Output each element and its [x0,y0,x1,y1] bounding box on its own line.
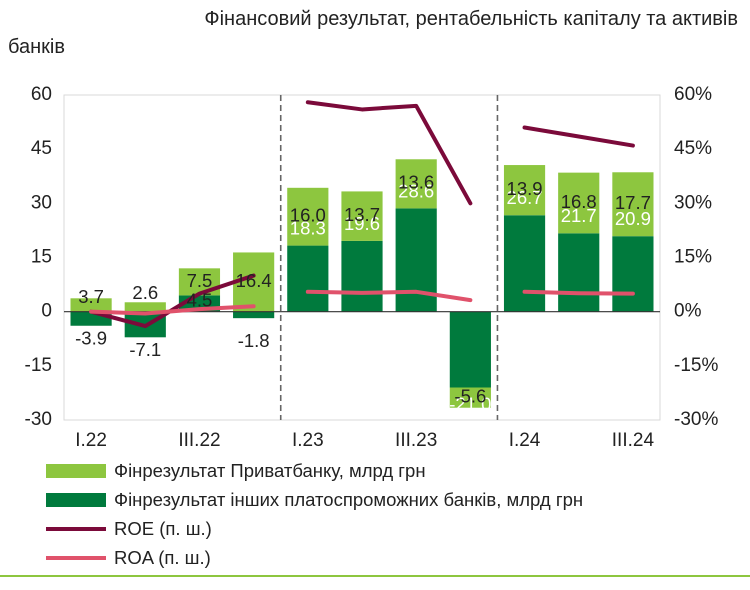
data-label-other: 4.5 [187,289,213,310]
data-label-other: 28.6 [398,180,434,201]
bar-privatbank [395,159,437,209]
data-label-privatbank: 7.5 [187,270,213,291]
legend-item: ROE (п. ш.) [46,514,736,543]
data-label-privatbank: 16.0 [290,205,326,226]
data-label-other: 20.9 [615,208,651,229]
legend-swatch [46,526,106,531]
bar-privatbank [124,302,166,312]
legend-item: ROA (п. ш.) [46,543,736,572]
bar-other-banks [233,311,275,319]
data-label-other: 21.7 [561,205,597,226]
data-label-other: 26.7 [507,187,543,208]
y-tick-label-right: 60% [674,84,712,105]
data-label-privatbank: 13.7 [344,204,380,225]
legend-swatch [46,463,106,478]
bar-privatbank [449,387,491,408]
bar-other-banks [449,311,491,388]
y-tick-label-left: -30 [25,409,52,430]
y-tick-label-left: 45 [31,138,52,159]
chart-title: Фінансовий результат, рентабельність кап… [0,0,750,70]
bar-other-banks [558,233,600,312]
bar-other-banks [395,208,437,312]
bar-privatbank [70,298,112,312]
data-label-other: -7.1 [129,339,161,360]
line-roa [89,304,256,316]
bar-other-banks [503,215,546,312]
bar-privatbank [558,172,600,234]
bar-privatbank [503,165,546,216]
data-label-privatbank: 17.7 [615,192,651,213]
bar-privatbank [287,187,329,246]
bar-other-banks [612,236,654,312]
chart-plot: 60 60% 45 45% 30 30% 15 15% 0 0% -15 -15% -30 -30% -3.… [25,84,719,451]
y-tick-label-right: -15% [674,355,718,376]
line-roe [305,100,473,206]
bar-other-banks [287,245,329,312]
y-tick-label-right: -30% [674,409,718,430]
y-tick-label-right: 15% [674,247,712,268]
x-tick-label: III.23 [395,430,437,451]
data-label-privatbank: 2.6 [132,282,158,303]
data-label-privatbank: 16.8 [561,191,597,212]
x-tick-label: III.24 [612,430,655,451]
legend-item: Фінрезультат Приватбанку, млрд грн [46,456,736,485]
legend-item: Фінрезультат інших платоспроможних банкі… [46,485,736,514]
bar-other-banks [341,240,383,312]
data-label-privatbank: 3.7 [78,286,104,307]
x-tick-label: III.22 [178,430,220,451]
legend-swatch [46,555,106,560]
y-tick-label-left: -15 [25,355,52,376]
x-tick-label: I.22 [75,430,107,451]
y-tick-label-left: 15 [31,247,52,268]
data-label-other: -1.8 [238,330,270,351]
chart-title-line2: банків [8,36,65,58]
legend: Фінрезультат Приватбанку, млрд грн Фінрез… [46,456,736,572]
x-tick-label: I.24 [509,430,541,451]
y-tick-label-right: 0% [674,301,702,322]
y-tick-label-left: 60 [31,84,52,105]
data-label-privatbank: 13.9 [507,178,543,199]
data-label-privatbank: 16.4 [236,270,272,291]
line-roa [522,289,635,296]
legend-label: Фінрезультат Приватбанку, млрд грн [114,459,426,481]
bar-privatbank [612,172,654,237]
data-label-other: 18.3 [290,217,326,238]
legend-label: Фінрезультат інших платоспроможних банкі… [114,488,584,510]
legend-swatch [46,492,106,507]
legend-label: ROA (п. ш.) [114,546,211,568]
chart-title-line1: Фінансовий результат, рентабельність кап… [204,8,738,30]
legend-label: ROE (п. ш.) [114,517,212,539]
data-label-other: -21.0 [449,393,491,414]
data-label-privatbank: 13.6 [398,172,434,193]
y-tick-label-right: 45% [674,138,712,159]
bar-privatbank [341,191,383,241]
data-label-other: -3.9 [75,328,107,349]
y-tick-label-right: 30% [674,192,712,213]
bottom-divider [0,575,750,577]
line-roe [522,125,635,148]
y-tick-label-left: 0 [41,301,52,322]
data-label-privatbank: -5.6 [454,386,486,407]
y-tick-label-left: 30 [31,192,52,213]
line-roa [305,289,473,303]
data-label-other: 19.6 [344,213,380,234]
x-tick-label: I.23 [292,430,324,451]
